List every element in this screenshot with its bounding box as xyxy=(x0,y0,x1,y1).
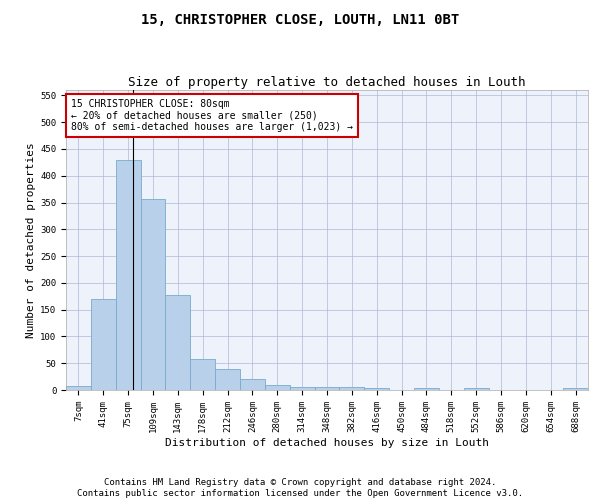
Title: Size of property relative to detached houses in Louth: Size of property relative to detached ho… xyxy=(128,76,526,89)
Bar xyxy=(563,388,588,390)
Bar xyxy=(265,384,290,390)
Text: 15 CHRISTOPHER CLOSE: 80sqm
← 20% of detached houses are smaller (250)
80% of se: 15 CHRISTOPHER CLOSE: 80sqm ← 20% of det… xyxy=(71,99,353,132)
X-axis label: Distribution of detached houses by size in Louth: Distribution of detached houses by size … xyxy=(165,438,489,448)
Bar xyxy=(190,360,215,390)
Bar xyxy=(215,368,240,390)
Bar xyxy=(314,388,340,390)
Bar xyxy=(140,198,166,390)
Text: Contains HM Land Registry data © Crown copyright and database right 2024.
Contai: Contains HM Land Registry data © Crown c… xyxy=(77,478,523,498)
Y-axis label: Number of detached properties: Number of detached properties xyxy=(26,142,36,338)
Bar xyxy=(166,294,190,390)
Bar xyxy=(290,387,314,390)
Bar xyxy=(364,388,389,390)
Bar xyxy=(414,388,439,390)
Text: 15, CHRISTOPHER CLOSE, LOUTH, LN11 0BT: 15, CHRISTOPHER CLOSE, LOUTH, LN11 0BT xyxy=(141,12,459,26)
Bar xyxy=(464,388,488,390)
Bar xyxy=(91,299,116,390)
Bar xyxy=(240,380,265,390)
Bar xyxy=(340,388,364,390)
Bar xyxy=(66,386,91,390)
Bar xyxy=(116,160,140,390)
